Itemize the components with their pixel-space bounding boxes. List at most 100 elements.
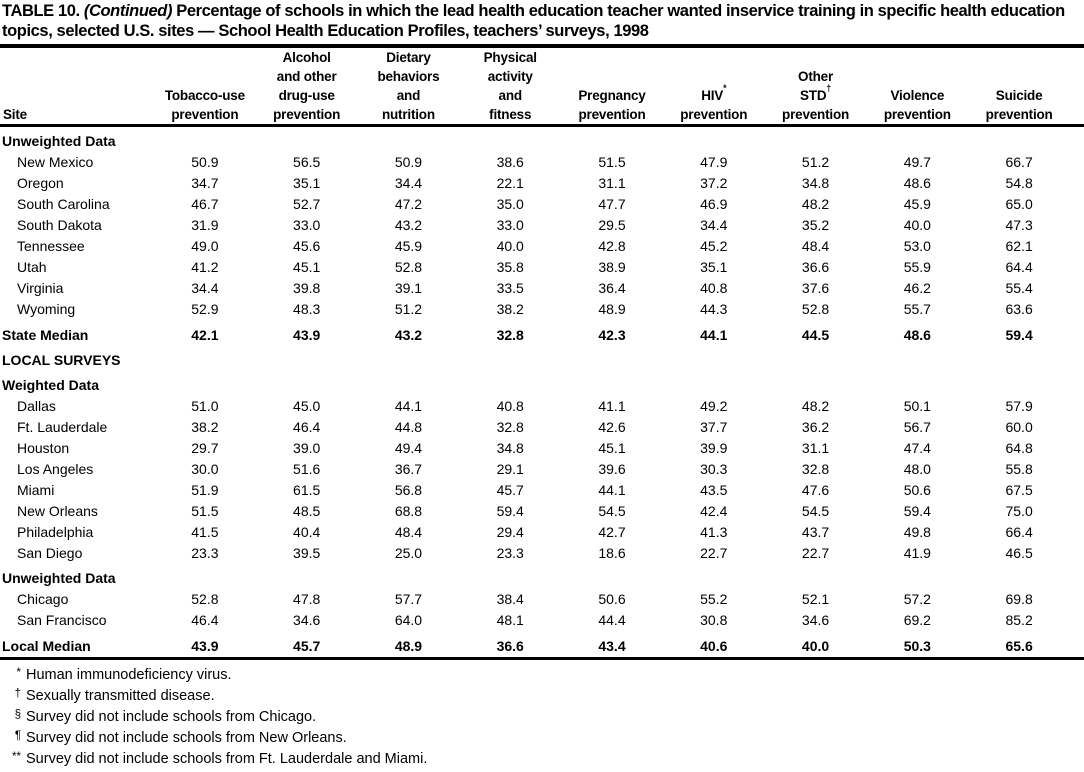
site-cell: Utah [17, 259, 47, 275]
column-header: Suicide prevention [985, 88, 1053, 122]
value-cell: 64.8 [1005, 440, 1033, 456]
value-cell: 50.9 [394, 154, 423, 170]
section-heading-row: LOCAL SURVEYS [0, 346, 1084, 371]
footnote-symbol: † [14, 688, 21, 700]
value-cell: 34.8 [801, 175, 830, 191]
value-cell: 54.5 [801, 503, 830, 519]
value-cell: 33.0 [496, 217, 524, 233]
value-cell: 46.7 [191, 196, 219, 212]
value-cell: 31.1 [598, 175, 626, 191]
value-cell: 29.4 [496, 524, 524, 540]
table-row: San Francisco 46.4 34.6 64.0 48.1 44.4 30.8 34.… [0, 610, 1084, 631]
value-cell: 48.9 [394, 638, 423, 654]
value-cell: 36.4 [598, 280, 626, 296]
value-cell: 45.6 [293, 238, 321, 254]
value-cell: 48.5 [293, 503, 321, 519]
value-cell: 34.6 [801, 612, 830, 628]
value-cell: 33.5 [496, 280, 524, 296]
value-cell: 38.4 [496, 591, 524, 607]
footnote-text: Survey did not include schools from Ft. … [26, 751, 428, 767]
value-cell: 54.5 [598, 503, 626, 519]
column-header: Violence prevention [883, 88, 951, 122]
footnote: § Survey did not include schools from Chi… [0, 707, 1084, 728]
value-cell: 67.5 [1005, 482, 1033, 498]
value-cell: 59.4 [496, 503, 524, 519]
value-cell: 66.7 [1005, 154, 1033, 170]
value-cell: 44.3 [700, 301, 728, 317]
value-cell: 35.0 [496, 196, 524, 212]
title-rule [0, 44, 1084, 48]
value-cell: 51.0 [191, 398, 219, 414]
value-cell: 43.7 [801, 524, 830, 540]
value-cell: 57.2 [903, 591, 931, 607]
site-cell: San Diego [17, 545, 83, 561]
value-cell: 41.5 [191, 524, 219, 540]
value-cell: 52.8 [801, 301, 830, 317]
value-cell: 41.9 [903, 545, 931, 561]
value-cell: 51.5 [598, 154, 626, 170]
value-cell: 41.1 [598, 398, 626, 414]
site-cell: Tennessee [17, 238, 85, 254]
value-cell: 55.7 [903, 301, 931, 317]
footnote-symbol: * [16, 667, 21, 679]
value-cell: 85.2 [1005, 612, 1033, 628]
footnote: ¶ Survey did not include schools from New… [0, 728, 1084, 749]
column-header: Alcohol and other drug-use prevention [273, 50, 341, 122]
value-cell: 44.5 [801, 327, 830, 343]
footnote-symbol: ** [12, 751, 21, 763]
value-cell: 55.8 [1005, 461, 1033, 477]
value-cell: 60.0 [1005, 419, 1033, 435]
value-cell: 33.0 [293, 217, 321, 233]
value-cell: 48.2 [801, 398, 830, 414]
value-cell: 44.1 [598, 482, 626, 498]
continued-label: (Continued) [83, 2, 173, 20]
footnote-rule [0, 657, 1084, 660]
value-cell: 42.3 [598, 327, 626, 343]
value-cell: 46.2 [903, 280, 931, 296]
value-cell: 69.8 [1005, 591, 1033, 607]
table-row: Utah 41.2 45.1 52.8 35.8 38.9 35.1 36.6 55.9 64.4 [0, 257, 1084, 278]
value-cell: 38.2 [191, 419, 219, 435]
value-cell: 68.8 [394, 503, 423, 519]
footnote: * Human immunodeficiency virus. [0, 665, 1084, 686]
value-cell: 48.0 [903, 461, 931, 477]
value-cell: 48.4 [394, 524, 423, 540]
table-title: TABLE 10. (Continued) Percentage of scho… [0, 0, 1084, 42]
value-cell: 40.8 [700, 280, 728, 296]
value-cell: 56.5 [293, 154, 321, 170]
value-cell: 65.0 [1005, 196, 1033, 212]
value-cell: 30.3 [700, 461, 728, 477]
value-cell: 50.6 [598, 591, 626, 607]
footnote-text: Sexually transmitted disease. [26, 688, 215, 704]
header-row: Site Tobacco-use prevention Alcohol and oth… [0, 48, 1084, 124]
column-header: Dietary behaviors and nutrition [377, 50, 440, 122]
value-cell: 51.2 [801, 154, 830, 170]
column-header: Other STD† prevention [782, 69, 850, 122]
value-cell: 36.2 [801, 419, 830, 435]
column-header: Tobacco-use prevention [164, 88, 245, 122]
value-cell: 52.7 [293, 196, 321, 212]
value-cell: 30.8 [700, 612, 728, 628]
section-heading: LOCAL SURVEYS [2, 352, 121, 368]
value-cell: 23.3 [191, 545, 219, 561]
site-cell: Ft. Lauderdale [17, 419, 108, 435]
value-cell: 47.8 [293, 591, 321, 607]
value-cell: 61.5 [293, 482, 321, 498]
site-cell: Los Angeles [17, 461, 94, 477]
value-cell: 75.0 [1005, 503, 1033, 519]
site-cell: Wyoming [17, 301, 76, 317]
value-cell: 29.5 [598, 217, 626, 233]
value-cell: 52.1 [801, 591, 830, 607]
site-cell: Local Median [2, 638, 91, 654]
value-cell: 41.3 [700, 524, 728, 540]
site-cell: South Dakota [17, 217, 102, 233]
value-cell: 43.9 [191, 638, 219, 654]
footnote-symbol: § [14, 709, 21, 721]
value-cell: 34.4 [394, 175, 423, 191]
site-column-header: Site [3, 107, 27, 122]
value-cell: 56.8 [394, 482, 423, 498]
table-row: New Orleans 51.5 48.5 68.8 59.4 54.5 42.4 54.5 5… [0, 501, 1084, 522]
value-cell: 47.4 [903, 440, 931, 456]
value-cell: 43.2 [394, 327, 423, 343]
value-cell: 45.7 [293, 638, 321, 654]
